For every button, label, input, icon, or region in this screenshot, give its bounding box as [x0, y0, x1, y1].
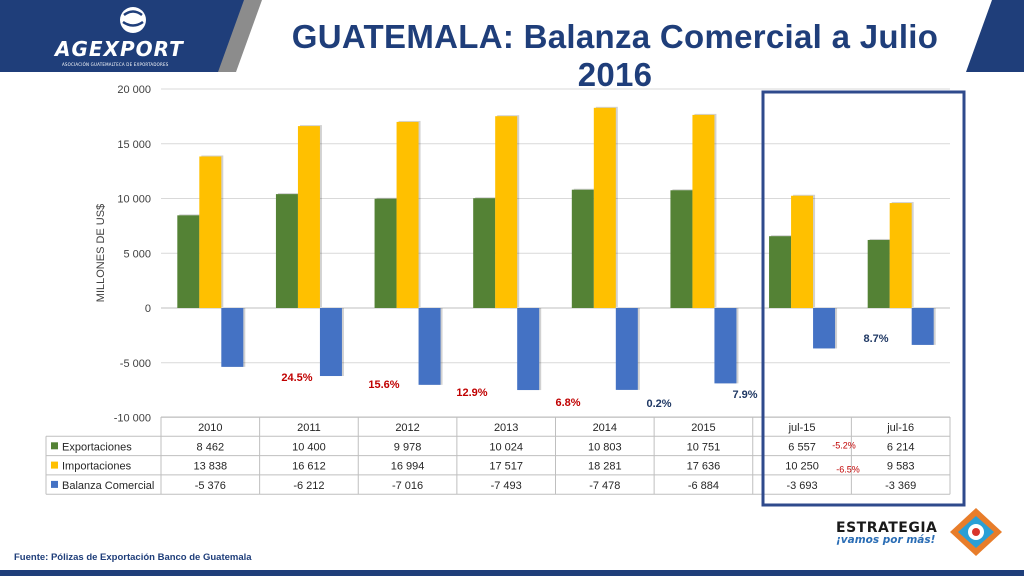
estrategia-logo-text: ESTRATEGIA — [836, 520, 938, 536]
bar-exportaciones — [670, 190, 693, 308]
bar-importaciones — [593, 107, 616, 308]
y-tick-label: 0 — [145, 303, 151, 315]
bar-importaciones — [297, 126, 320, 308]
bar-balanza-comercial — [319, 308, 342, 377]
y-axis-label: MILLONES DE US$ — [95, 204, 107, 302]
x-tick-label: 2014 — [593, 422, 617, 434]
y-tick-label: -5 000 — [120, 358, 151, 370]
data-label: 10 803 — [588, 441, 622, 453]
data-label: 13 838 — [193, 461, 227, 473]
data-label: 18 281 — [588, 461, 622, 473]
header: AGEXPORT ASOCIACIÓN GUATEMALTECA DE EXPO… — [0, 0, 1024, 93]
data-label: -3 369 — [885, 480, 916, 492]
estrategia-logo: ESTRATEGIA ¡vamos por más! — [836, 520, 937, 546]
growth-annotation: 12.9% — [456, 387, 487, 399]
legend-swatch — [51, 442, 58, 450]
x-tick-label: jul-15 — [788, 422, 816, 434]
y-tick-label: 10 000 — [117, 194, 151, 206]
data-label: 10 250 — [785, 461, 819, 473]
data-label: 16 994 — [391, 461, 425, 473]
x-tick-label: 2010 — [198, 422, 222, 434]
data-label: -6 884 — [688, 480, 719, 492]
emblem-center-dot — [972, 528, 980, 536]
legend-entry: Importaciones — [62, 461, 132, 473]
data-label: -3 693 — [786, 480, 817, 492]
x-tick-label: 2011 — [297, 422, 321, 434]
page-title: GUATEMALA: Balanza Comercial a Julio 201… — [291, 18, 939, 93]
bar-importaciones — [495, 116, 518, 309]
data-label: -5 376 — [195, 480, 226, 492]
data-label: 17 636 — [687, 461, 721, 473]
data-label: 10 400 — [292, 441, 326, 453]
header-graphic — [0, 0, 1024, 72]
bar-exportaciones — [571, 189, 594, 308]
bar-balanza-comercial — [418, 308, 441, 385]
bar-balanza-comercial — [911, 308, 934, 345]
agexport-logo-subtitle: ASOCIACIÓN GUATEMALTECA DE EXPORTADORES — [62, 62, 169, 67]
data-label: 9 978 — [394, 441, 422, 453]
source-note: Fuente: Pólizas de Exportación Banco de … — [14, 552, 252, 563]
data-label: -6 212 — [293, 480, 324, 492]
growth-annotation: 8.7% — [863, 333, 888, 345]
bar-importaciones — [791, 195, 814, 308]
x-tick-label: 2015 — [691, 422, 715, 434]
x-tick-label: 2012 — [395, 422, 419, 434]
data-label: 9 583 — [887, 461, 915, 473]
bar-balanza-comercial — [517, 308, 540, 391]
data-label: -7 493 — [491, 480, 522, 492]
agexport-globe-lines-icon — [122, 10, 144, 27]
data-label: 10 751 — [687, 441, 721, 453]
y-tick-label: 20 000 — [117, 84, 151, 96]
growth-annotation: 6.8% — [555, 397, 580, 409]
bar-exportaciones — [177, 215, 200, 308]
y-tick-label: -10 000 — [114, 413, 151, 425]
data-label: 8 462 — [197, 441, 225, 453]
bar-importaciones — [199, 156, 222, 308]
data-label: 16 612 — [292, 461, 326, 473]
x-tick-label: jul-16 — [886, 422, 914, 434]
header-brand-band — [0, 0, 258, 72]
data-label: 10 024 — [489, 441, 523, 453]
table-growth-annotation: -6.5% — [836, 465, 860, 475]
bar-exportaciones — [374, 198, 397, 308]
estrategia-logo-slogan: ¡vamos por más! — [836, 534, 936, 546]
bar-balanza-comercial — [714, 308, 737, 384]
header-separator-stripe — [218, 0, 262, 72]
x-tick-label: 2013 — [494, 422, 518, 434]
growth-annotation: 7.9% — [732, 389, 757, 401]
y-tick-label: 5 000 — [123, 248, 151, 260]
bar-balanza-comercial — [813, 308, 836, 349]
bar-importaciones — [692, 114, 715, 308]
bar-exportaciones — [275, 194, 298, 308]
legend-entry: Balanza Comercial — [62, 480, 154, 492]
growth-annotation: 0.2% — [646, 398, 671, 410]
bar-balanza-comercial — [615, 308, 638, 390]
bar-exportaciones — [473, 198, 496, 308]
highlight-box — [761, 90, 966, 507]
data-label: 17 517 — [489, 461, 523, 473]
agexport-logo-text: AGEXPORT — [55, 37, 184, 61]
bar-exportaciones — [769, 236, 792, 308]
bar-importaciones — [889, 203, 912, 308]
bar-balanza-comercial — [221, 308, 244, 367]
data-label: -7 478 — [589, 480, 620, 492]
footer-bar — [0, 570, 1024, 576]
bar-importaciones — [396, 121, 419, 308]
growth-annotation: 15.6% — [368, 379, 399, 391]
header-right-band — [966, 0, 1024, 72]
data-label: 6 214 — [887, 441, 915, 453]
legend-swatch — [51, 480, 58, 488]
legend-entry: Exportaciones — [62, 441, 132, 453]
y-tick-label: 15 000 — [117, 139, 151, 151]
legend-swatch — [51, 461, 58, 469]
bar-exportaciones — [867, 239, 890, 308]
growth-annotation: 24.5% — [281, 372, 312, 384]
table-growth-annotation: -5.2% — [832, 440, 856, 450]
estrategia-emblem-icon — [950, 508, 1002, 556]
data-label: 6 557 — [788, 441, 816, 453]
data-label: -7 016 — [392, 480, 423, 492]
